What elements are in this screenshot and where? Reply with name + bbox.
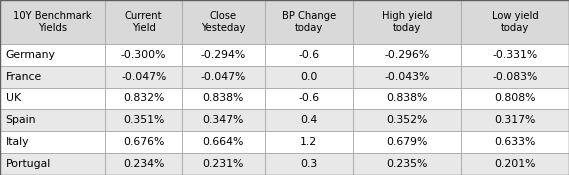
Bar [105, 66, 182, 88]
Bar [461, 131, 569, 153]
Text: 0.808%: 0.808% [494, 93, 535, 103]
Text: Italy: Italy [6, 137, 29, 147]
Text: 0.351%: 0.351% [123, 115, 164, 125]
Text: 0.0: 0.0 [300, 72, 318, 82]
Bar [353, 131, 461, 153]
Text: 0.231%: 0.231% [203, 159, 244, 169]
Bar [0, 153, 105, 175]
Text: 0.347%: 0.347% [203, 115, 244, 125]
Bar [0, 88, 105, 109]
Bar [265, 109, 353, 131]
Text: 0.234%: 0.234% [123, 159, 164, 169]
Text: BP Change
today: BP Change today [282, 11, 336, 33]
Text: 0.838%: 0.838% [386, 93, 427, 103]
Bar [105, 131, 182, 153]
Text: -0.294%: -0.294% [201, 50, 246, 60]
Bar [461, 66, 569, 88]
Bar [461, 153, 569, 175]
Bar [265, 0, 353, 44]
Text: 0.4: 0.4 [300, 115, 318, 125]
Text: -0.043%: -0.043% [384, 72, 430, 82]
Text: -0.083%: -0.083% [492, 72, 538, 82]
Text: Spain: Spain [6, 115, 36, 125]
Bar [353, 44, 461, 66]
Bar [105, 153, 182, 175]
Bar [265, 131, 353, 153]
Bar [182, 109, 265, 131]
Text: 0.676%: 0.676% [123, 137, 164, 147]
Bar [0, 66, 105, 88]
Text: 0.838%: 0.838% [203, 93, 244, 103]
Text: 0.633%: 0.633% [494, 137, 535, 147]
Bar [0, 0, 105, 44]
Bar [0, 109, 105, 131]
Text: Germany: Germany [6, 50, 56, 60]
Text: 0.235%: 0.235% [386, 159, 427, 169]
Bar [182, 0, 265, 44]
Text: -0.6: -0.6 [298, 50, 319, 60]
Bar [182, 88, 265, 109]
Bar [105, 109, 182, 131]
Bar [105, 88, 182, 109]
Bar [182, 131, 265, 153]
Bar [353, 0, 461, 44]
Bar [265, 66, 353, 88]
Bar [265, 44, 353, 66]
Text: Close
Yesteday: Close Yesteday [201, 11, 245, 33]
Text: -0.296%: -0.296% [384, 50, 430, 60]
Bar [265, 88, 353, 109]
Text: Portugal: Portugal [6, 159, 51, 169]
Text: 10Y Benchmark
Yields: 10Y Benchmark Yields [13, 11, 92, 33]
Bar [265, 153, 353, 175]
Bar [105, 0, 182, 44]
Text: 1.2: 1.2 [300, 137, 318, 147]
Bar [353, 153, 461, 175]
Text: 0.3: 0.3 [300, 159, 318, 169]
Text: -0.300%: -0.300% [121, 50, 166, 60]
Text: -0.047%: -0.047% [121, 72, 166, 82]
Text: -0.6: -0.6 [298, 93, 319, 103]
Bar [0, 44, 105, 66]
Text: 0.352%: 0.352% [386, 115, 427, 125]
Text: 0.317%: 0.317% [494, 115, 535, 125]
Bar [182, 44, 265, 66]
Text: 0.679%: 0.679% [386, 137, 427, 147]
Text: Low yield
today: Low yield today [492, 11, 538, 33]
Bar [461, 0, 569, 44]
Bar [461, 109, 569, 131]
Text: -0.047%: -0.047% [201, 72, 246, 82]
Bar [353, 66, 461, 88]
Bar [182, 66, 265, 88]
Text: 0.832%: 0.832% [123, 93, 164, 103]
Bar [461, 88, 569, 109]
Bar [353, 109, 461, 131]
Bar [182, 153, 265, 175]
Text: 0.201%: 0.201% [494, 159, 535, 169]
Bar [461, 44, 569, 66]
Text: 0.664%: 0.664% [203, 137, 244, 147]
Text: Current
Yield: Current Yield [125, 11, 162, 33]
Text: -0.331%: -0.331% [492, 50, 538, 60]
Bar [0, 131, 105, 153]
Text: France: France [6, 72, 42, 82]
Text: UK: UK [6, 93, 21, 103]
Bar [353, 88, 461, 109]
Bar [105, 44, 182, 66]
Text: High yield
today: High yield today [382, 11, 432, 33]
